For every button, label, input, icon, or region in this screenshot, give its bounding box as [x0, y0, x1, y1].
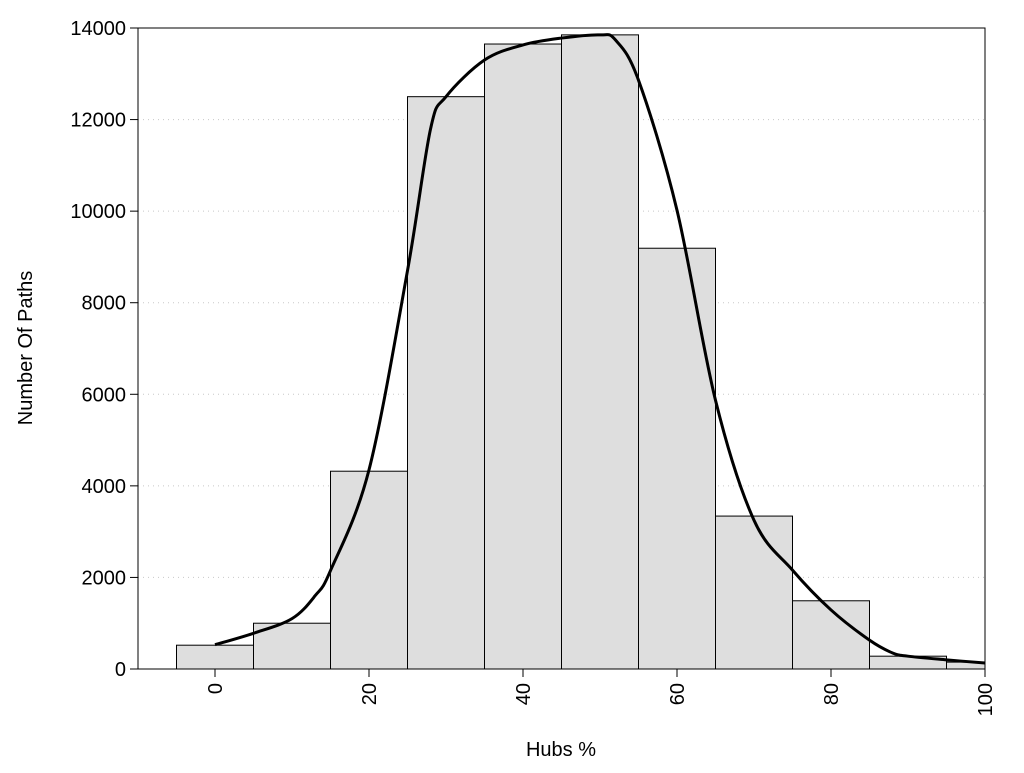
x-tick-label: 100	[975, 683, 997, 716]
x-axis-label: Hubs %	[526, 739, 596, 761]
histogram-bar	[561, 34, 639, 670]
y-tick-label: 0	[115, 659, 126, 681]
y-tick-label: 4000	[82, 476, 127, 498]
y-tick-label: 14000	[70, 18, 126, 40]
x-tick-label: 80	[821, 683, 843, 705]
y-tick-label: 6000	[82, 384, 127, 406]
density-curve	[214, 33, 986, 665]
plot-frame	[137, 27, 986, 670]
x-axis-ticks: 0 20 40 60 80 100	[205, 669, 997, 716]
histogram-bar	[330, 470, 408, 670]
histogram-bar	[638, 247, 716, 670]
x-tick-label: 60	[667, 683, 689, 705]
y-tick-label: 12000	[70, 110, 126, 132]
y-tick-label: 2000	[82, 567, 127, 589]
grid-lines	[138, 119, 985, 578]
density-curve-line	[214, 33, 986, 665]
x-tick-label: 0	[205, 683, 227, 694]
y-tick-label: 10000	[70, 201, 126, 223]
histogram-bar	[253, 622, 331, 670]
y-axis-label: Number Of Paths	[15, 271, 37, 426]
y-axis-ticks: 0 2000 4000 6000 8000 10000 12000 14000	[70, 18, 138, 681]
bars	[176, 34, 986, 670]
histogram-bar	[407, 96, 485, 670]
y-tick-label: 8000	[82, 293, 127, 315]
histogram-bar	[176, 644, 254, 670]
x-tick-label: 20	[359, 683, 381, 705]
histogram-bar	[715, 515, 793, 670]
x-tick-label: 40	[513, 683, 535, 705]
histogram-bar	[484, 43, 562, 670]
histogram-bar	[792, 600, 870, 670]
